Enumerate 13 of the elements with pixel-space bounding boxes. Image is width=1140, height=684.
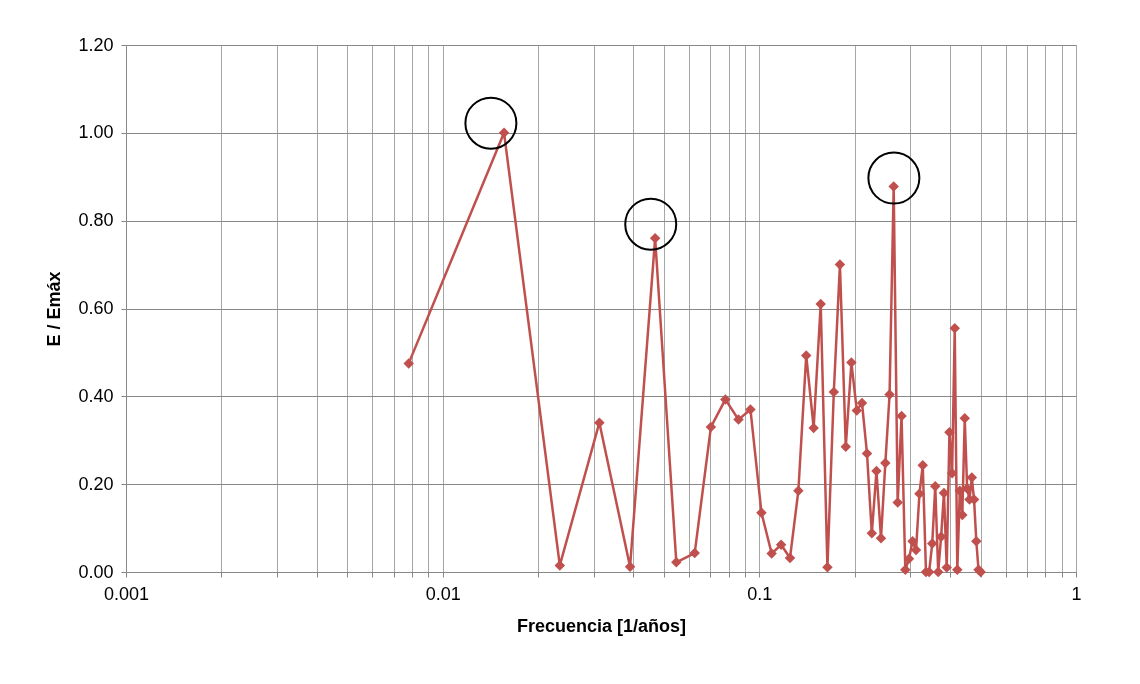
y-tick-label: 0.80 <box>78 210 114 231</box>
y-tick-label: 1.20 <box>78 34 114 55</box>
y-tick-label: 0.60 <box>78 298 114 318</box>
y-tick-label: 0.20 <box>78 473 114 494</box>
x-tick-label: 0.1 <box>747 583 773 604</box>
x-tick-label: 1 <box>1071 583 1082 604</box>
x-tick-label: 0.001 <box>103 583 150 604</box>
x-tick-label: 0.01 <box>425 583 461 604</box>
x-axis-title: Frecuencia [1/años] <box>516 615 687 636</box>
y-tick-label: 0.40 <box>78 385 114 406</box>
y-axis-title: E / Emáx <box>44 271 65 347</box>
y-tick-label: 1.00 <box>78 122 114 143</box>
y-tick-label: 0.00 <box>78 561 114 582</box>
